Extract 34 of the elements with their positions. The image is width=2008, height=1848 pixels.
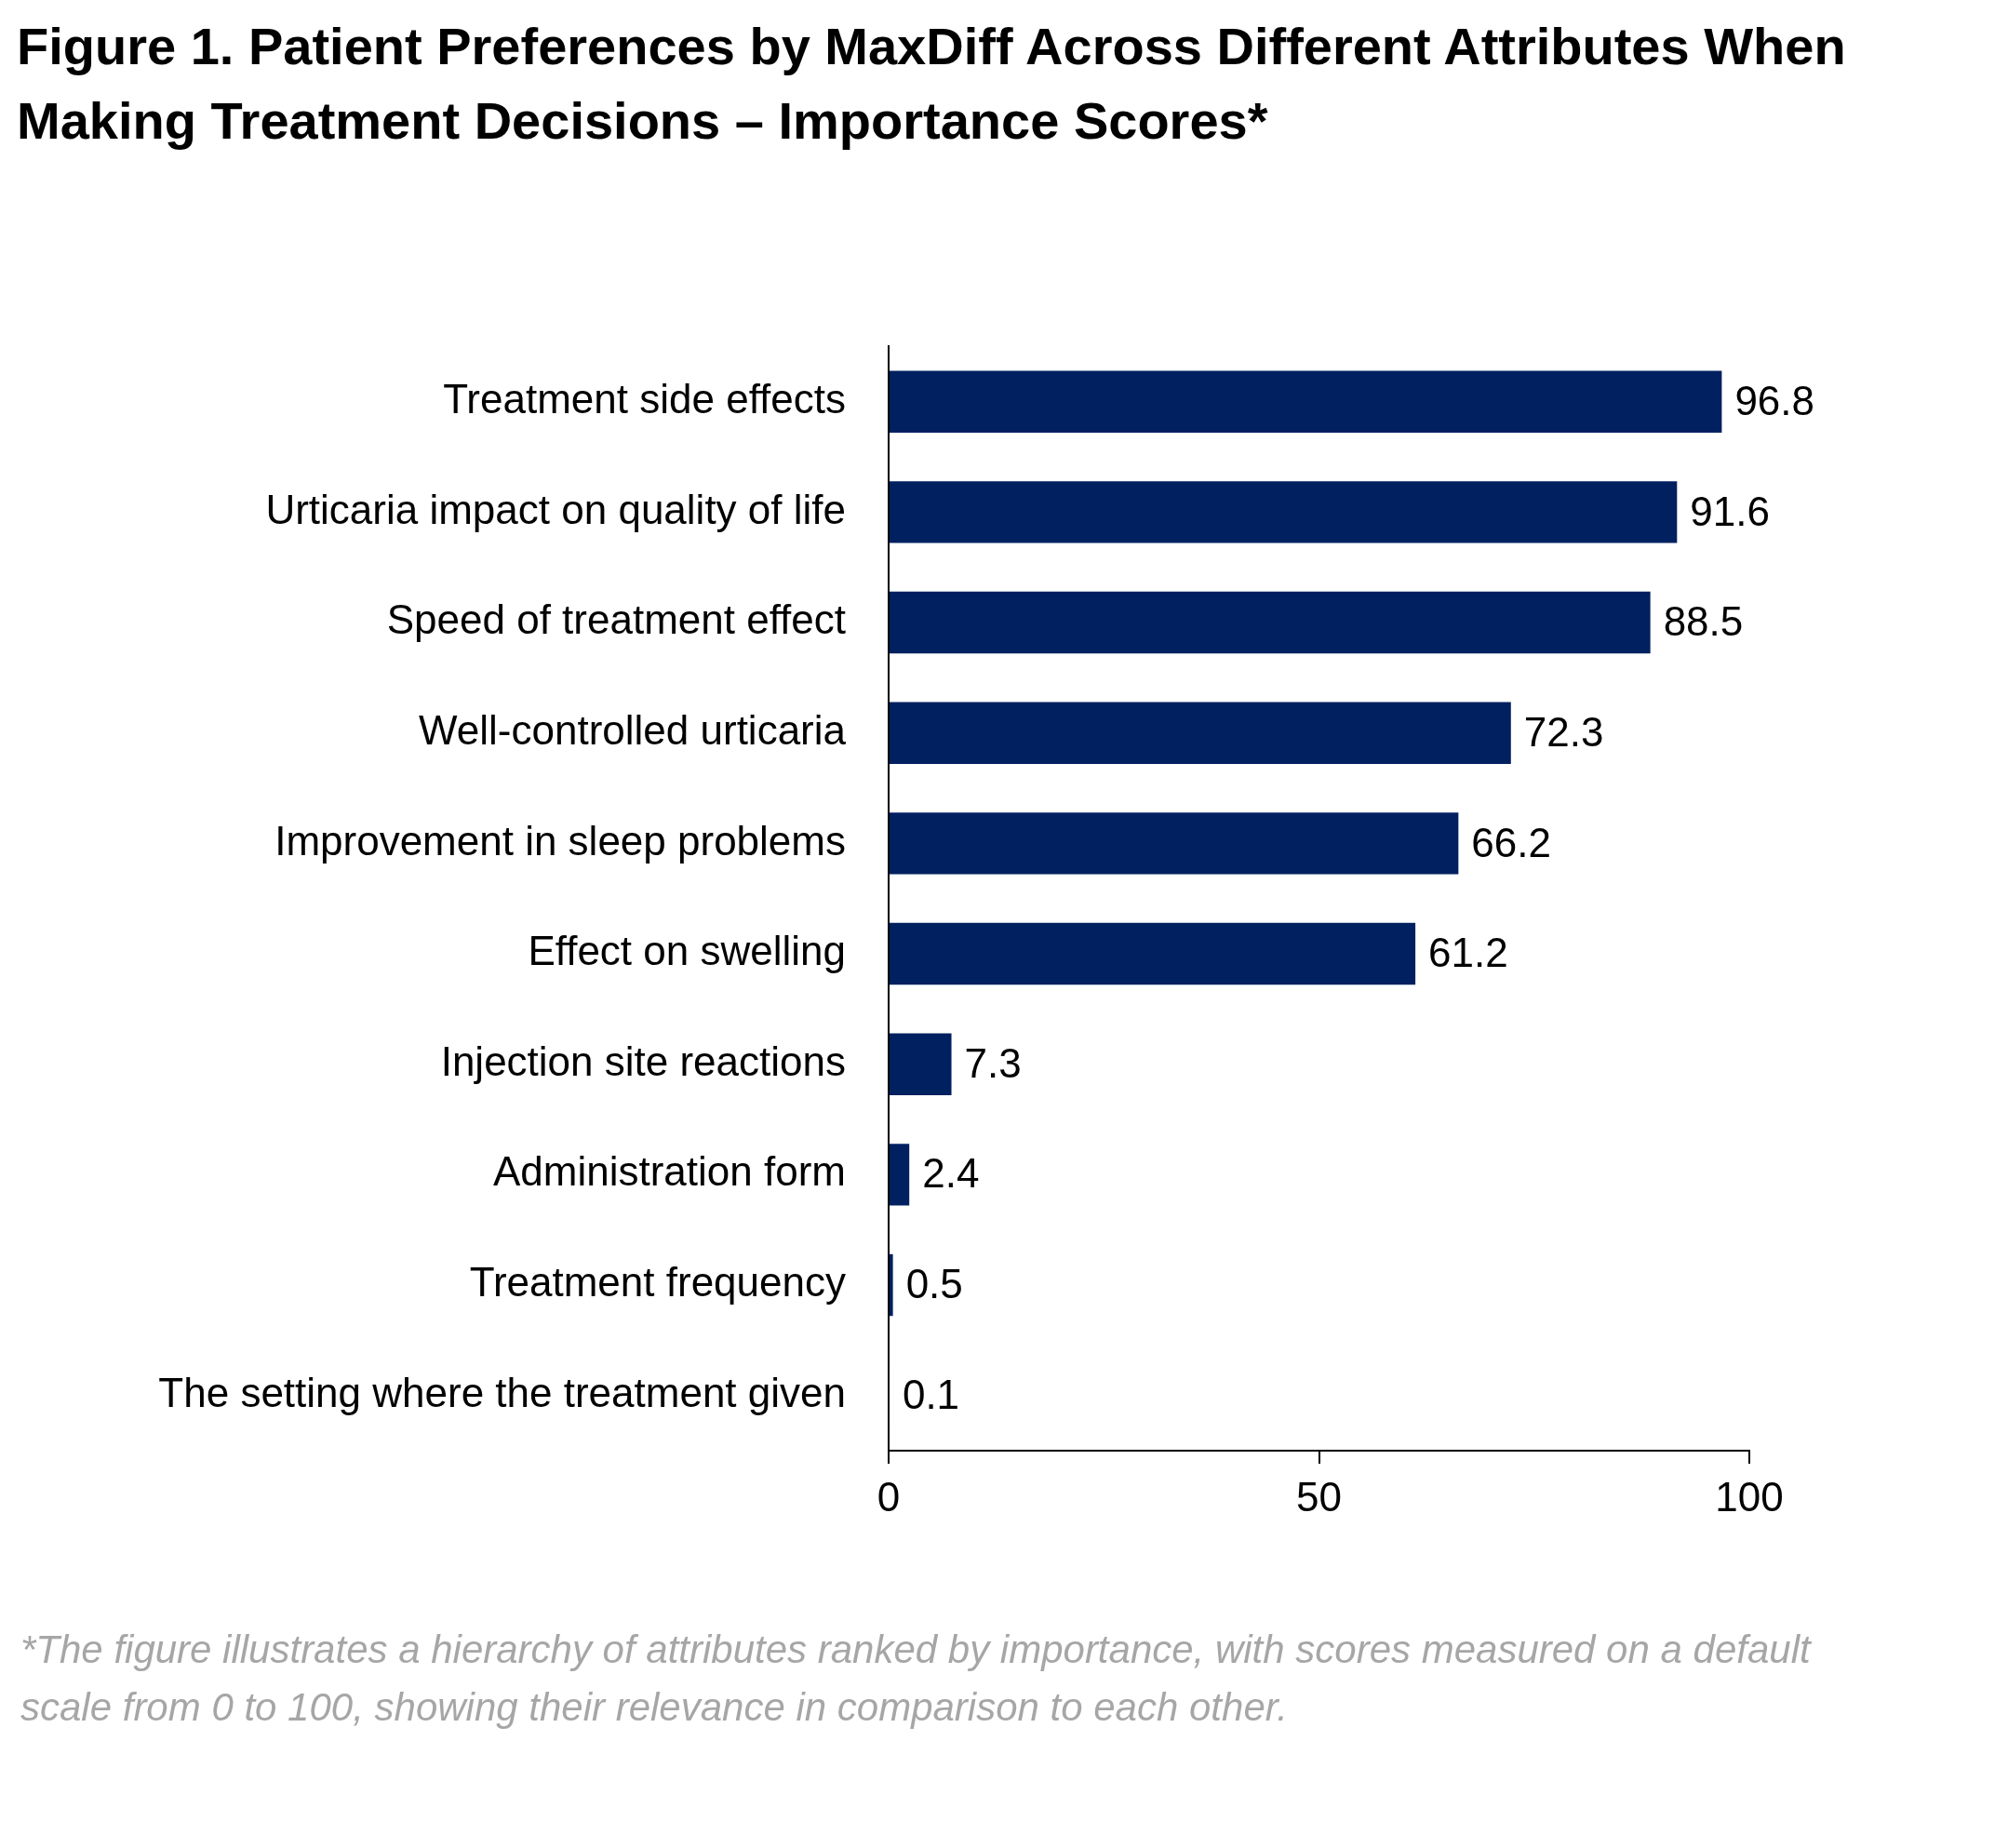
data-label: 72.3 (1523, 708, 1604, 755)
data-label: 61.2 (1428, 930, 1508, 976)
bar (890, 370, 1722, 433)
x-tick-label: 50 (1296, 1473, 1342, 1520)
y-tick-label: Effect on swelling (528, 928, 846, 974)
x-tick-label: 100 (1715, 1473, 1784, 1520)
data-label: 88.5 (1663, 598, 1744, 645)
y-tick-label: Treatment frequency (469, 1259, 846, 1306)
data-label: 7.3 (964, 1039, 1022, 1086)
y-tick-label: Administration form (492, 1148, 846, 1195)
y-tick-label: Injection site reactions (440, 1038, 846, 1084)
bar (890, 1144, 910, 1206)
x-tick-label: 0 (877, 1473, 901, 1520)
bar (890, 922, 1416, 985)
y-tick-label: Improvement in sleep problems (274, 817, 846, 864)
y-tick-label: Well-controlled urticaria (419, 706, 847, 753)
bar (890, 812, 1459, 875)
bar (890, 702, 1511, 764)
y-tick-label: Urticaria impact on quality of life (265, 486, 846, 532)
data-label: 0.5 (905, 1261, 963, 1307)
data-label: 91.6 (1690, 488, 1770, 534)
data-label: 2.4 (922, 1150, 980, 1197)
data-label: 66.2 (1471, 819, 1551, 865)
y-tick-label: The setting where the treatment given (158, 1369, 846, 1415)
y-tick-label: Treatment side effects (443, 375, 846, 422)
bar (890, 1033, 952, 1095)
data-label: 96.8 (1734, 377, 1815, 423)
chart-title: Figure 1. Patient Preferences by MaxDiff Across Different Attributes When Making Treatment Decisions – Importance Scores* (17, 16, 1847, 152)
bar (890, 1253, 893, 1317)
bar (890, 591, 1651, 654)
data-label: 0.1 (902, 1371, 960, 1417)
text: *The figure illustrates a hierarchy of attributes ranked by importance, with scores measured on a default scale from 0 to 100, showing their relevance in comparison to each other. (20, 1627, 1813, 1731)
bar (890, 481, 1678, 543)
y-tick-label: Speed of treatment effect (386, 596, 846, 643)
